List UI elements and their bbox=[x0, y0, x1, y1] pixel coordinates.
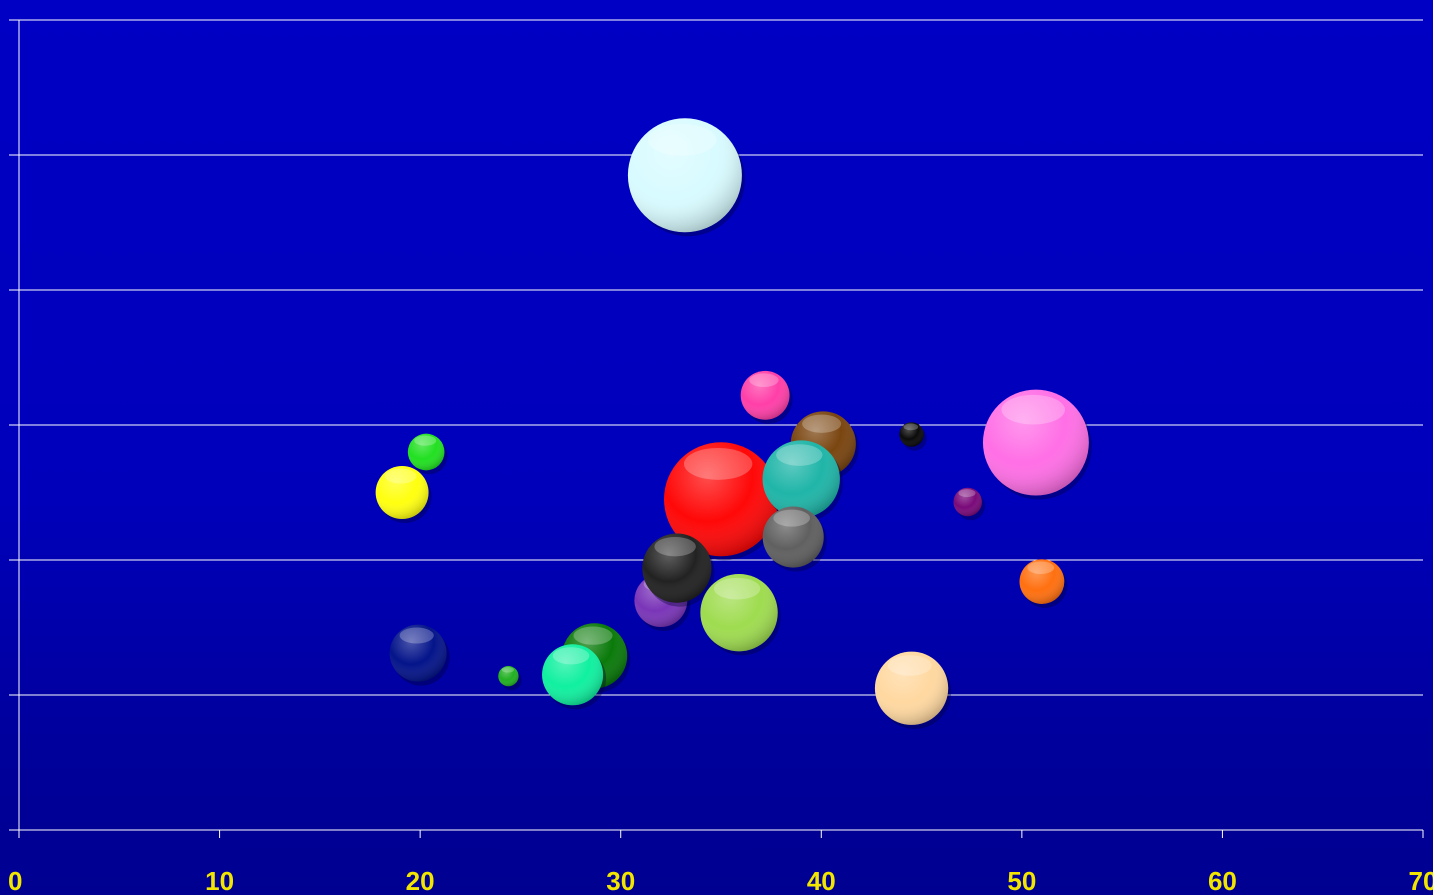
x-tick-label: 0 bbox=[8, 866, 22, 895]
x-tick-label: 40 bbox=[807, 866, 836, 895]
bubble bbox=[762, 506, 827, 572]
x-tick-label: 60 bbox=[1208, 866, 1237, 895]
bubble bbox=[982, 389, 1092, 500]
x-tick-label: 70 bbox=[1409, 866, 1433, 895]
bubble-highlight bbox=[773, 509, 811, 527]
bubble-highlight bbox=[552, 647, 590, 665]
bubble-highlight bbox=[1001, 394, 1066, 425]
bubble bbox=[498, 665, 522, 691]
bubble bbox=[627, 118, 745, 237]
x-tick-label: 20 bbox=[406, 866, 435, 895]
bubble-shine bbox=[627, 118, 742, 233]
bubble-highlight bbox=[958, 489, 976, 498]
x-tick-label: 10 bbox=[205, 866, 234, 895]
bubble bbox=[375, 466, 432, 523]
bubble bbox=[762, 440, 843, 522]
bubble-shine bbox=[407, 433, 445, 471]
bubble-shine bbox=[953, 487, 982, 517]
bubble-highlight bbox=[501, 666, 514, 673]
bubble-highlight bbox=[802, 414, 842, 433]
x-tick-labels: 0 10 20 30 40 50 60 70 bbox=[8, 866, 1433, 895]
bubble-highlight bbox=[384, 468, 417, 484]
x-tick-label: 30 bbox=[606, 866, 635, 895]
bubble bbox=[740, 370, 793, 424]
bubble-shine bbox=[899, 422, 924, 447]
bubble-highlight bbox=[573, 626, 613, 645]
bubble-highlight bbox=[683, 447, 753, 480]
bubble-shine bbox=[498, 665, 519, 687]
bubble-series bbox=[375, 118, 1092, 729]
bubble-shine bbox=[700, 573, 778, 652]
bubble-highlight bbox=[887, 655, 932, 676]
bubble-highlight bbox=[1027, 561, 1055, 574]
bubble-shine bbox=[874, 651, 949, 725]
bubble bbox=[542, 644, 607, 710]
bubble-shine bbox=[664, 442, 778, 557]
bubble-shine bbox=[375, 466, 429, 519]
bubble bbox=[874, 651, 952, 729]
bubble bbox=[389, 624, 450, 686]
bubble-shine bbox=[982, 389, 1089, 496]
bubble-shine bbox=[542, 644, 604, 706]
bubble-highlight bbox=[654, 536, 696, 557]
bubble bbox=[407, 433, 448, 475]
bubble bbox=[700, 573, 781, 656]
bubble-highlight bbox=[903, 423, 919, 431]
bubble bbox=[642, 533, 715, 607]
bubble-shine bbox=[389, 624, 447, 682]
bubble-shine bbox=[762, 506, 824, 568]
bubble bbox=[1019, 559, 1068, 608]
bubble-shine bbox=[762, 440, 840, 518]
bubble-highlight bbox=[414, 435, 437, 446]
bubble-shine bbox=[740, 370, 790, 420]
bubble-highlight bbox=[647, 123, 717, 156]
bubble-shine bbox=[1019, 559, 1065, 604]
bubble bbox=[953, 487, 985, 521]
bubble bbox=[899, 422, 927, 451]
bubble-shine bbox=[642, 533, 712, 603]
bubble-highlight bbox=[749, 373, 779, 387]
axes bbox=[9, 19, 1424, 838]
bubble-highlight bbox=[776, 444, 823, 466]
bubble bbox=[664, 442, 781, 561]
bubble-highlight bbox=[399, 627, 434, 644]
x-tick-label: 50 bbox=[1007, 866, 1036, 895]
bubble-highlight bbox=[713, 577, 761, 600]
